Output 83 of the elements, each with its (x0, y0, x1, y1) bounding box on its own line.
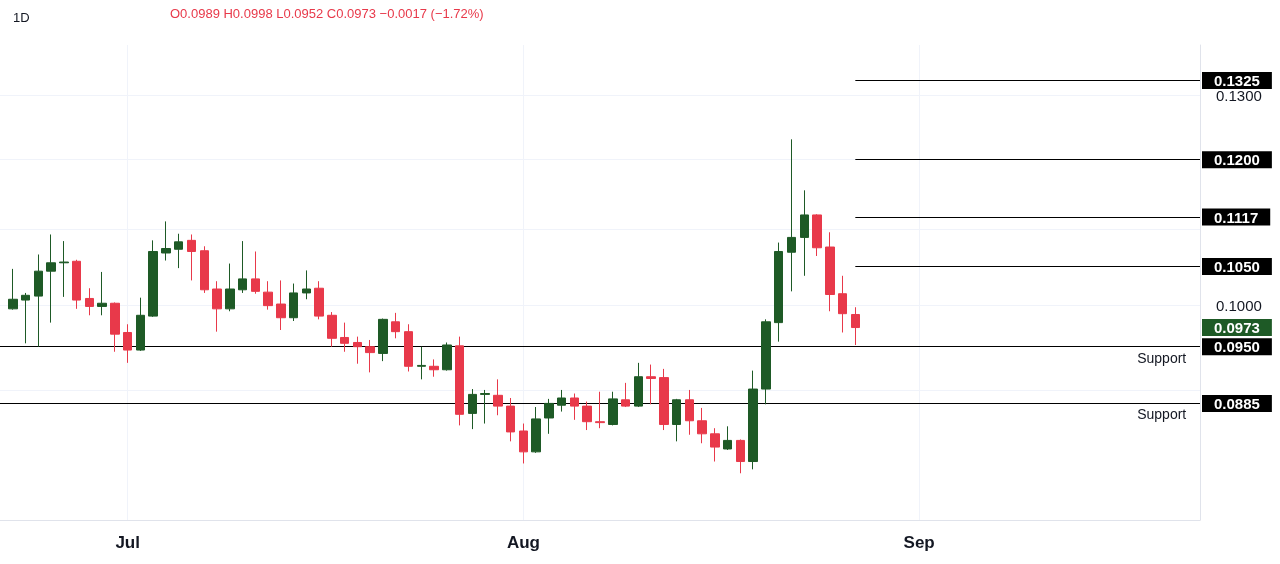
candlestick (263, 280, 273, 311)
candlestick (570, 393, 579, 421)
candlestick (327, 311, 337, 348)
candlestick (251, 250, 260, 295)
candlestick (353, 336, 362, 365)
candlestick (838, 275, 847, 333)
candlestick (289, 283, 298, 322)
candlestick (417, 346, 426, 380)
candlestick (685, 389, 694, 436)
x-tick-label: Aug (506, 533, 540, 552)
candlestick (544, 398, 554, 435)
ref-line-label: 0.1050 (1214, 258, 1260, 276)
candlestick (672, 398, 681, 442)
candlestick (34, 253, 43, 348)
candlestick (136, 297, 145, 352)
candlestick (595, 391, 605, 429)
candlestick (800, 189, 809, 277)
candlestick (506, 397, 515, 442)
candlestick (97, 271, 107, 316)
text: 0.0973 (1214, 319, 1260, 337)
annotation: Support (1137, 349, 1187, 366)
candlestick (85, 287, 94, 316)
candlestick (340, 322, 349, 353)
candlestick (302, 269, 311, 300)
candlestick (200, 245, 209, 294)
candlestick (148, 239, 158, 318)
candlestick (21, 292, 30, 344)
candlestick (46, 233, 56, 324)
candlestick (442, 341, 452, 372)
candlestick (748, 370, 758, 470)
candlestick (480, 389, 490, 425)
candlestick (710, 427, 720, 463)
x-tick-label: Jul (115, 533, 140, 552)
candlestick (468, 388, 477, 430)
candlestick (110, 301, 120, 353)
ref-line-label: 0.1200 (1214, 151, 1260, 169)
candlestick (72, 259, 81, 310)
candlestick (697, 407, 707, 444)
candlestick (774, 242, 783, 343)
candlestick (787, 138, 796, 292)
candlestick (646, 364, 656, 405)
ref-line-label: 0.0950 (1214, 338, 1260, 356)
candlestick (455, 336, 464, 426)
candlestick (519, 423, 528, 464)
y-tick-label: 0.1000 (1216, 297, 1262, 315)
candlestick (225, 263, 235, 312)
candlestick (851, 306, 860, 346)
candlestick (161, 220, 171, 262)
ref-line-label: 0.1117 (1214, 208, 1259, 226)
candlestick (634, 362, 643, 408)
candlestick (493, 378, 503, 416)
candlestick (723, 425, 732, 451)
candlestick (174, 233, 183, 269)
candlestick (276, 279, 286, 331)
annotation: Support (1137, 406, 1187, 423)
candlestick (187, 233, 196, 281)
candlestick (8, 268, 18, 311)
candlestick (736, 438, 745, 474)
candlestick (582, 401, 592, 431)
chart-title: 1D (13, 10, 30, 25)
candlestick (429, 358, 439, 378)
candlestick (659, 368, 669, 431)
y-tick-label: 0.1300 (1216, 87, 1262, 105)
candlestick (825, 231, 835, 312)
candlestick (59, 240, 69, 298)
candlestick (557, 389, 566, 413)
candlestick (123, 323, 132, 364)
candlestick (608, 391, 618, 426)
ref-line-label: 0.0885 (1214, 394, 1260, 412)
candlestick (761, 318, 771, 405)
candlestick (531, 406, 541, 454)
candlestick (212, 280, 222, 333)
candlestick (314, 280, 324, 320)
candlestick (812, 213, 822, 257)
candlestick (378, 318, 388, 362)
candlestick (404, 323, 413, 372)
text: O0.0989 H0.0998 L0.0952 C0.0973 −0.0017 (−1.72%) (170, 6, 484, 21)
ref-line-label: 0.1325 (1214, 71, 1260, 89)
x-tick-label: Sep (903, 533, 935, 552)
candlestick (238, 240, 247, 294)
candlestick (365, 339, 375, 373)
candlestick (621, 382, 630, 408)
candlestick (391, 312, 400, 339)
